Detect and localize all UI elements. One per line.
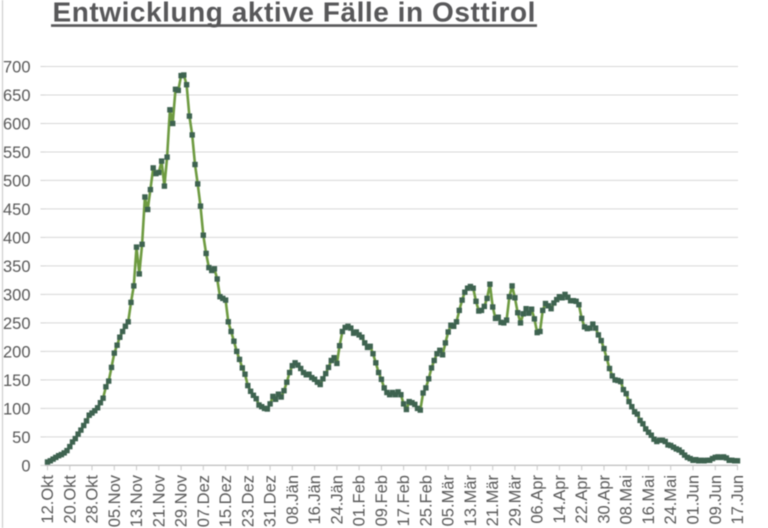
svg-text:550: 550 bbox=[3, 144, 31, 162]
svg-text:Entwicklung aktive Fälle in Os: Entwicklung aktive Fälle in Osttirol bbox=[53, 0, 536, 28]
svg-text:17.Jun: 17.Jun bbox=[729, 475, 747, 525]
svg-text:12.Okt: 12.Okt bbox=[39, 475, 57, 524]
svg-text:09.Feb: 09.Feb bbox=[373, 475, 391, 526]
svg-text:08.Mai: 08.Mai bbox=[618, 475, 636, 525]
svg-text:24.Mai: 24.Mai bbox=[662, 475, 680, 525]
svg-text:150: 150 bbox=[3, 372, 31, 390]
svg-text:300: 300 bbox=[3, 287, 31, 305]
svg-text:06.Apr: 06.Apr bbox=[529, 475, 547, 524]
svg-text:100: 100 bbox=[3, 401, 31, 419]
svg-text:08.Jän: 08.Jän bbox=[284, 475, 302, 525]
svg-text:30.Apr: 30.Apr bbox=[596, 475, 614, 524]
svg-text:20.Okt: 20.Okt bbox=[61, 475, 79, 524]
svg-text:29.Mär: 29.Mär bbox=[506, 475, 524, 527]
svg-text:13.Nov: 13.Nov bbox=[128, 474, 146, 527]
svg-text:01.Jun: 01.Jun bbox=[685, 475, 703, 525]
svg-text:200: 200 bbox=[3, 344, 31, 362]
svg-text:25.Feb: 25.Feb bbox=[417, 475, 435, 526]
svg-text:350: 350 bbox=[3, 258, 31, 276]
svg-text:01.Feb: 01.Feb bbox=[351, 475, 369, 526]
svg-text:600: 600 bbox=[3, 116, 31, 134]
svg-text:13.Mär: 13.Mär bbox=[462, 475, 480, 527]
svg-text:05.Mär: 05.Mär bbox=[440, 475, 458, 527]
svg-text:650: 650 bbox=[3, 87, 31, 105]
svg-text:05.Nov: 05.Nov bbox=[106, 474, 124, 527]
svg-text:23.Dez: 23.Dez bbox=[239, 475, 257, 527]
svg-text:14.Apr: 14.Apr bbox=[551, 475, 569, 524]
svg-text:17.Feb: 17.Feb bbox=[395, 475, 413, 526]
svg-text:16.Jän: 16.Jän bbox=[306, 475, 324, 525]
svg-text:450: 450 bbox=[3, 201, 31, 219]
svg-text:400: 400 bbox=[3, 230, 31, 248]
svg-text:09.Jun: 09.Jun bbox=[707, 475, 725, 525]
svg-text:500: 500 bbox=[3, 173, 31, 191]
svg-text:22.Apr: 22.Apr bbox=[573, 475, 591, 524]
svg-text:31.Dez: 31.Dez bbox=[262, 475, 280, 527]
svg-text:700: 700 bbox=[3, 59, 31, 77]
svg-text:0: 0 bbox=[21, 458, 30, 476]
svg-text:28.Okt: 28.Okt bbox=[84, 475, 102, 524]
svg-text:21.Nov: 21.Nov bbox=[150, 474, 168, 527]
svg-text:07.Dez: 07.Dez bbox=[195, 475, 213, 527]
svg-text:21.Mär: 21.Mär bbox=[484, 475, 502, 527]
svg-text:16.Mai: 16.Mai bbox=[640, 475, 658, 525]
svg-text:15.Dez: 15.Dez bbox=[217, 475, 235, 527]
svg-text:250: 250 bbox=[3, 315, 31, 333]
svg-text:50: 50 bbox=[12, 429, 30, 447]
svg-text:24.Jän: 24.Jän bbox=[328, 475, 346, 525]
svg-text:29.Nov: 29.Nov bbox=[173, 474, 191, 527]
